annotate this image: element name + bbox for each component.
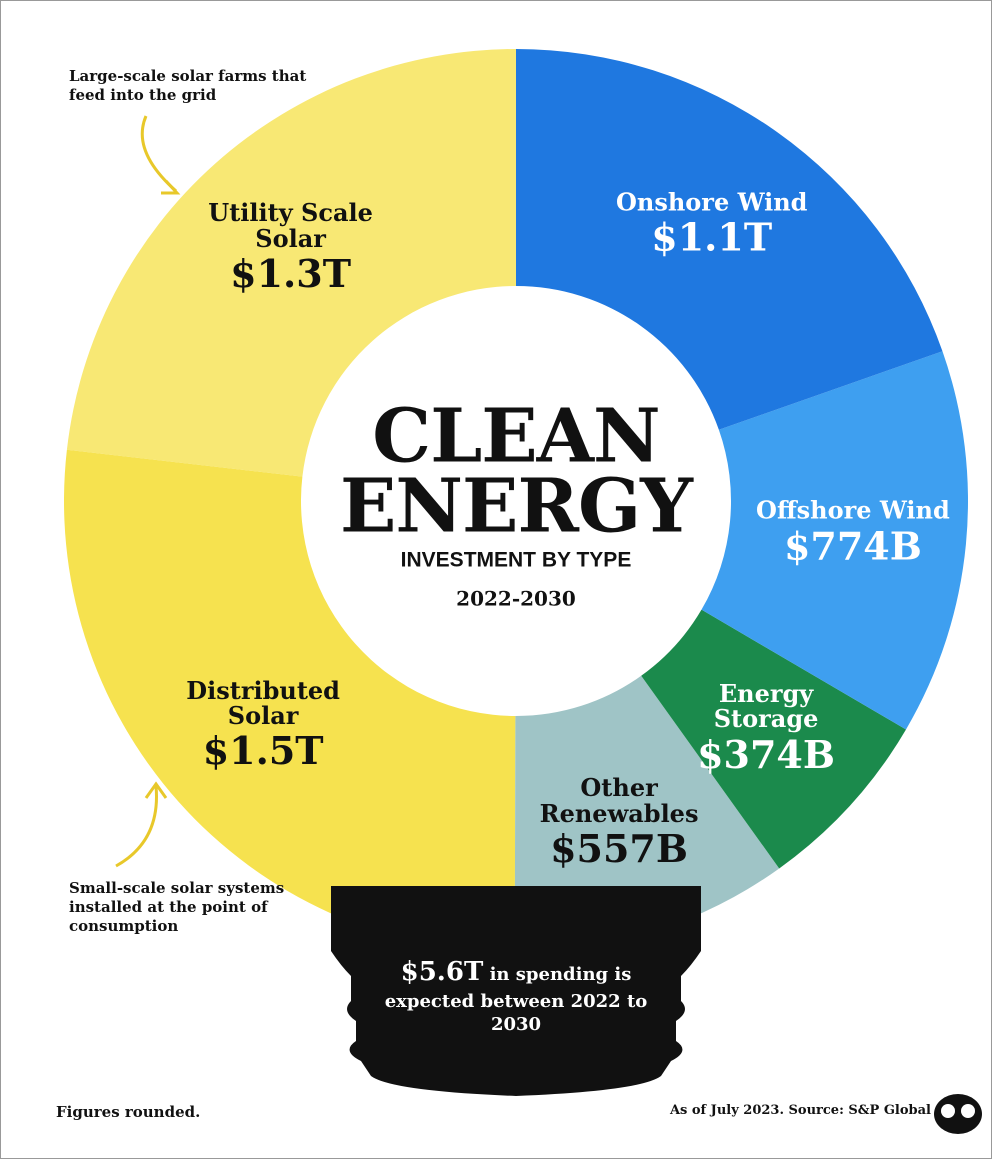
- category-label: Other Renewables: [519, 775, 719, 825]
- wedge-label: Onshore Wind$1.1T: [612, 189, 812, 260]
- category-label: Distributed Solar: [163, 678, 363, 728]
- arrow-head: [161, 181, 177, 193]
- value-label: $1.5T: [163, 728, 363, 774]
- wedge-label: Offshore Wind$774B: [753, 498, 953, 569]
- value-label: $374B: [666, 732, 866, 778]
- source: As of July 2023. Source: S&P Global: [670, 1103, 931, 1119]
- category-label: Energy Storage: [666, 681, 866, 731]
- page: CLEAN ENERGY INVESTMENT BY TYPE 2022-203…: [0, 0, 992, 1159]
- note: Figures rounded.: [56, 1103, 200, 1122]
- period: 2022-2030: [316, 586, 716, 610]
- subtitle: INVESTMENT BY TYPE: [316, 548, 716, 572]
- category-label: Onshore Wind: [612, 189, 812, 214]
- wedge-label: Other Renewables$557B: [519, 775, 719, 871]
- center-label: CLEAN ENERGY INVESTMENT BY TYPE 2022-203…: [316, 402, 716, 611]
- arrow: [142, 116, 176, 191]
- category-label: Offshore Wind: [753, 498, 953, 523]
- annotation: Large-scale solar farms that feed into t…: [69, 67, 309, 105]
- total-value: $5.6T: [401, 957, 484, 987]
- value-label: $774B: [753, 523, 953, 569]
- category-label: Utility Scale Solar: [191, 200, 391, 250]
- annotation: Small-scale solar systems installed at t…: [69, 879, 309, 935]
- value-label: $1.3T: [191, 251, 391, 297]
- logo: [934, 1094, 982, 1134]
- total-label: $5.6T in spending is expected between 20…: [366, 956, 666, 1037]
- wedge-label: Energy Storage$374B: [666, 681, 866, 777]
- value-label: $557B: [519, 826, 719, 872]
- wedge-label: Utility Scale Solar$1.3T: [191, 200, 391, 296]
- value-label: $1.1T: [612, 215, 812, 261]
- chart-title: CLEAN ENERGY: [316, 402, 716, 543]
- arrow: [116, 786, 157, 866]
- wedge-label: Distributed Solar$1.5T: [163, 678, 363, 774]
